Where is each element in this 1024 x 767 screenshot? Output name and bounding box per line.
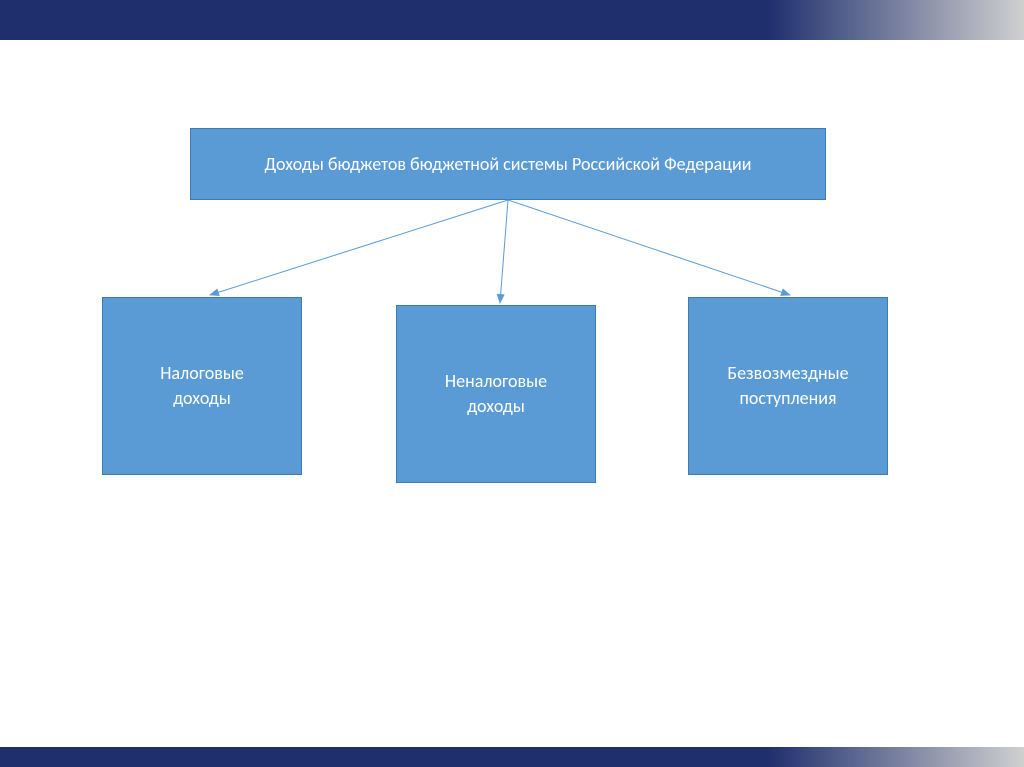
child-node: Налоговыедоходы (102, 297, 302, 475)
child-node: Неналоговыедоходы (396, 305, 596, 483)
child-node-label-line2: доходы (173, 386, 231, 411)
child-node-label-line1: Безвозмездные (727, 361, 848, 386)
bottom-bar (0, 747, 1024, 767)
child-node-label-line1: Неналоговые (445, 369, 547, 394)
arrow (500, 200, 508, 303)
child-node-label-line2: доходы (467, 394, 525, 419)
child-node: Безвозмездныепоступления (688, 297, 888, 475)
child-node-label-line1: Налоговые (160, 361, 244, 386)
arrow (508, 200, 790, 295)
arrow (210, 200, 508, 295)
root-node-label: Доходы бюджетов бюджетной системы Россий… (265, 153, 752, 175)
root-node: Доходы бюджетов бюджетной системы Россий… (190, 128, 826, 200)
child-node-label-line2: поступления (740, 386, 837, 411)
top-bar (0, 0, 1024, 40)
